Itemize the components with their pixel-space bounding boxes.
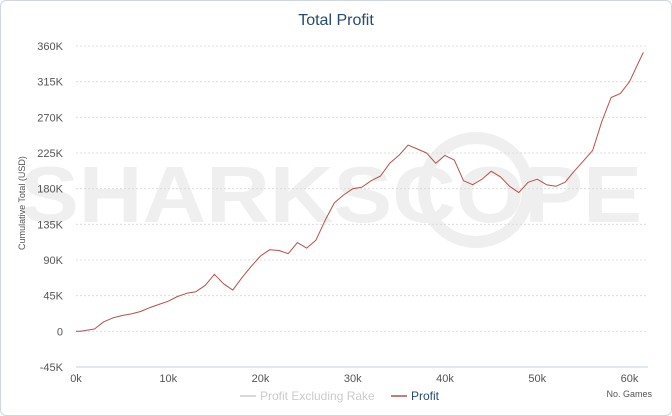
y-tick-label: 0 — [57, 326, 63, 338]
x-axis-label: No. Games — [606, 389, 652, 399]
x-tick-label: 20k — [252, 373, 270, 385]
x-tick-label: 30k — [344, 373, 362, 385]
legend-excluding-rake-label: Profit Excluding Rake — [260, 389, 375, 403]
legend[interactable]: Profit Excluding Rake Profit — [240, 389, 440, 403]
series-layer — [76, 52, 644, 332]
x-tick-label: 10k — [159, 373, 177, 385]
chart-title: Total Profit — [298, 12, 374, 29]
watermark-text: SHARKSCOPE — [20, 150, 642, 239]
legend-item-profit[interactable]: Profit — [391, 389, 440, 403]
y-tick-label: 90K — [43, 255, 63, 267]
y-axis-label: Cumulative Total (USD) — [17, 156, 27, 250]
y-tick-labels: -45K 0 45K 90K 135K 180K 225K 270K 315K 360K — [37, 41, 63, 374]
x-tick-label: 50k — [528, 373, 546, 385]
x-tick-label: 0k — [70, 373, 82, 385]
y-tick-label: -45K — [40, 362, 64, 374]
y-tick-label: 270K — [37, 112, 63, 124]
watermark-crosshair-icon — [418, 132, 534, 248]
series-line-profit — [76, 52, 644, 332]
x-tick-labels: 0k 10k 20k 30k 40k 50k 60k — [70, 373, 639, 385]
y-tick-label: 135K — [37, 219, 63, 231]
y-tick-label: 225K — [37, 148, 63, 160]
y-tick-label: 360K — [37, 41, 63, 53]
legend-item-excluding-rake[interactable]: Profit Excluding Rake — [240, 389, 375, 403]
x-tick-label: 40k — [436, 373, 454, 385]
grid-lines — [76, 45, 648, 332]
legend-profit-label: Profit — [411, 389, 440, 403]
x-tick-label: 60k — [621, 373, 639, 385]
y-tick-label: 180K — [37, 184, 63, 196]
y-tick-label: 315K — [37, 77, 63, 89]
watermark-logo: SHARKSCOPE — [20, 132, 642, 248]
y-tick-label: 45K — [43, 291, 63, 303]
